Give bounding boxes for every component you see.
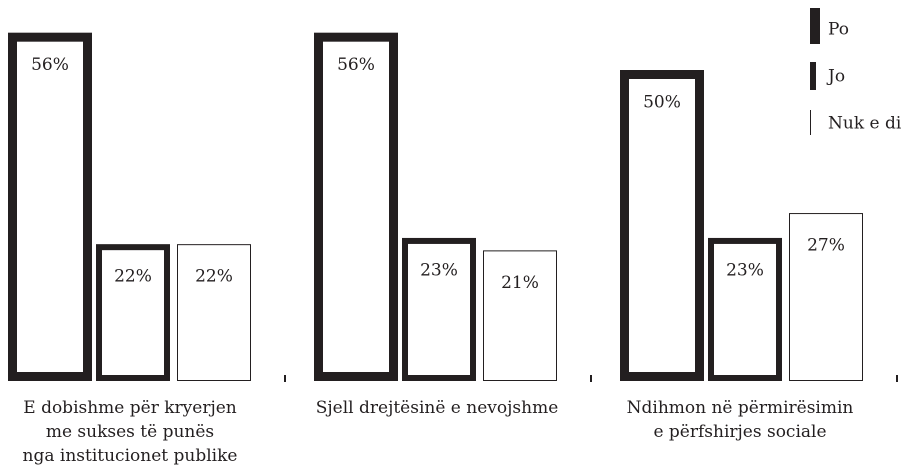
category-label: Ndihmon në përmirësimin e përfshirjes soc… bbox=[627, 398, 854, 442]
value-label: 21% bbox=[501, 273, 539, 293]
bar bbox=[8, 32, 92, 382]
bar bbox=[402, 237, 476, 381]
legend-swatch bbox=[810, 8, 820, 44]
value-label: 50% bbox=[643, 93, 681, 113]
value-label: 27% bbox=[807, 236, 845, 256]
value-label: 23% bbox=[726, 260, 764, 280]
legend-label: Jo bbox=[826, 67, 845, 87]
legend-label: Po bbox=[828, 20, 849, 40]
bar bbox=[483, 250, 557, 381]
value-label: 56% bbox=[337, 55, 375, 75]
category-label: Sjell drejtësinë e nevojshme bbox=[316, 398, 559, 418]
bar bbox=[789, 213, 863, 381]
legend-label: Nuk e di bbox=[828, 114, 902, 134]
legend-swatch bbox=[810, 62, 816, 90]
bar bbox=[314, 32, 398, 382]
value-label: 22% bbox=[195, 267, 233, 287]
value-label: 23% bbox=[420, 260, 458, 280]
bar bbox=[177, 244, 251, 381]
value-label: 56% bbox=[31, 55, 69, 75]
value-label: 22% bbox=[114, 267, 152, 287]
category-label: E dobishme për kryerjen me sukses të punë… bbox=[23, 398, 238, 466]
bar bbox=[620, 70, 704, 381]
legend-swatch bbox=[810, 110, 811, 135]
bar bbox=[96, 244, 170, 381]
bar bbox=[708, 237, 782, 381]
